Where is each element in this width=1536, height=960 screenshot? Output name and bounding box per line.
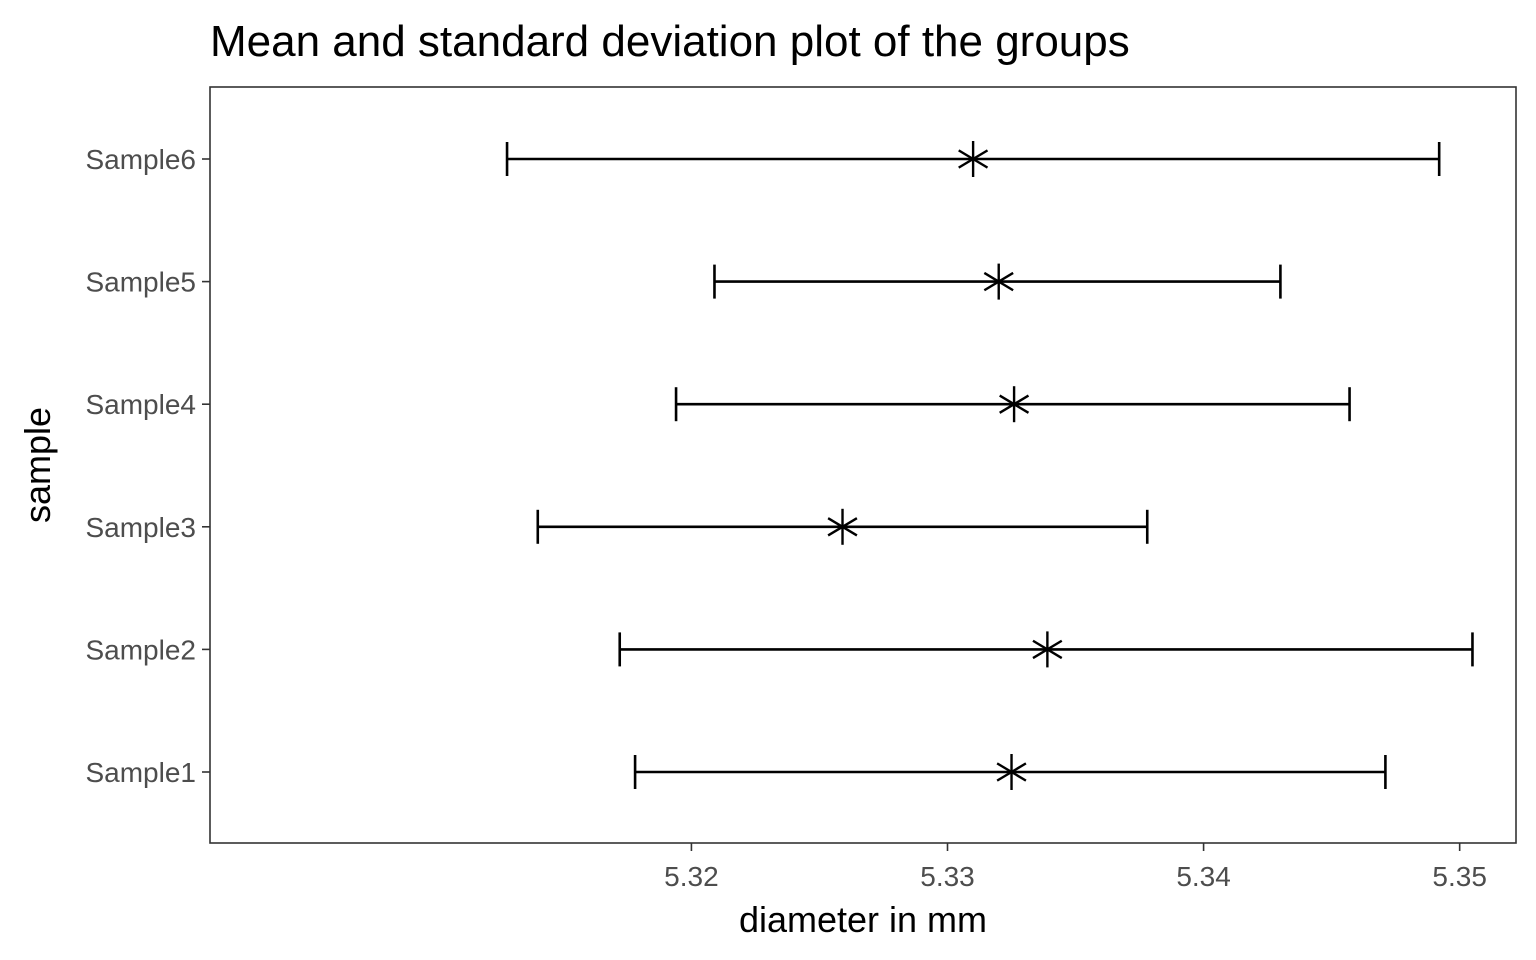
y-axis: Sample1 Sample2 Sample3 Sample4 Sample5 Sampl… <box>85 144 210 788</box>
y-tick-label: Sample1 <box>85 757 196 788</box>
errorbar-sample6 <box>505 141 1441 177</box>
mean-marker-sample4 <box>999 386 1030 423</box>
mean-marker-sample6 <box>958 141 989 177</box>
y-axis-title: sample <box>17 407 58 523</box>
mean-marker-stroke <box>1032 639 1063 660</box>
mean-marker-stroke <box>958 149 989 169</box>
mean-marker-sample1 <box>996 754 1027 790</box>
chart-title: Mean and standard deviation plot of the … <box>210 17 1130 66</box>
x-tick-label: 5.32 <box>664 861 719 892</box>
mean-marker-sample2 <box>1032 631 1063 668</box>
y-tick-label: Sample4 <box>85 389 196 420</box>
x-axis: 5.32 5.33 5.34 5.35 <box>664 843 1487 892</box>
mean-marker-stroke <box>996 762 1027 782</box>
errorbar-sample5 <box>713 263 1282 300</box>
mean-marker-stroke <box>827 517 858 537</box>
errorbar-sample2 <box>618 631 1474 668</box>
x-tick-label: 5.34 <box>1176 861 1231 892</box>
x-axis-title: diameter in mm <box>739 899 987 940</box>
errorbar-sample3 <box>536 508 1149 545</box>
x-tick-label: 5.33 <box>920 861 975 892</box>
plot-panel <box>209 86 1517 844</box>
data-layer <box>505 141 1474 790</box>
y-tick-label: Sample6 <box>85 144 196 175</box>
errorbar-sample4 <box>674 386 1351 423</box>
y-tick-label: Sample3 <box>85 512 196 543</box>
y-tick-label: Sample5 <box>85 267 196 298</box>
mean-marker-sample5 <box>983 263 1014 300</box>
x-tick-label: 5.35 <box>1432 861 1487 892</box>
mean-marker-sample3 <box>827 508 858 545</box>
mean-marker-stroke <box>999 394 1030 414</box>
errorbar-sample1 <box>633 754 1387 790</box>
y-tick-label: Sample2 <box>85 634 196 665</box>
mean-marker-stroke <box>983 271 1014 292</box>
